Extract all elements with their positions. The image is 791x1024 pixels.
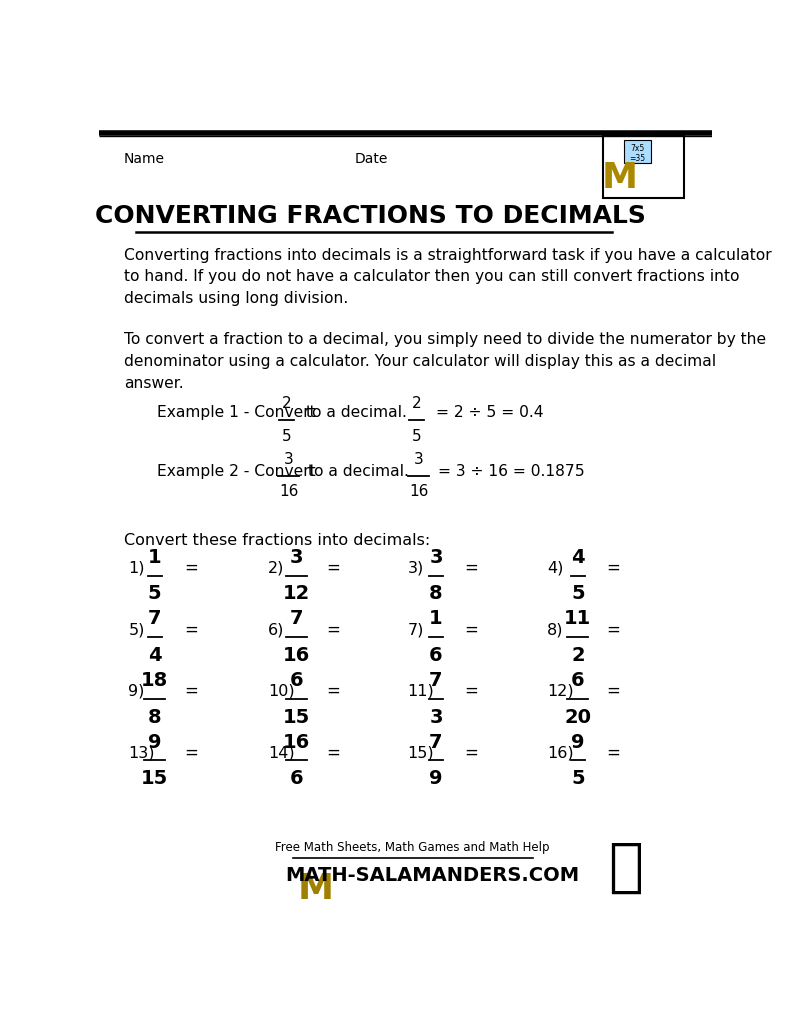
Text: 2): 2) [268, 560, 284, 575]
Text: M: M [602, 162, 638, 196]
Text: 6: 6 [290, 671, 303, 690]
Text: 5): 5) [128, 622, 145, 637]
Text: Converting fractions into decimals is a straightforward task if you have a calcu: Converting fractions into decimals is a … [123, 248, 771, 306]
Text: 2: 2 [412, 396, 422, 412]
Text: 8): 8) [547, 622, 563, 637]
Text: 2: 2 [571, 646, 585, 666]
FancyBboxPatch shape [623, 140, 651, 163]
Text: 16: 16 [283, 646, 310, 666]
Text: 9: 9 [148, 732, 161, 752]
Text: 10): 10) [268, 684, 294, 698]
Text: 🦎: 🦎 [608, 839, 643, 896]
Text: 12: 12 [283, 585, 310, 603]
Text: 2: 2 [282, 396, 291, 412]
Text: Date: Date [354, 153, 388, 166]
Text: 7: 7 [290, 609, 303, 629]
Text: 5: 5 [282, 429, 291, 444]
Text: =: = [184, 559, 198, 577]
Text: 16: 16 [409, 484, 429, 500]
Text: 7: 7 [148, 609, 161, 629]
Text: Free Math Sheets, Math Games and Math Help: Free Math Sheets, Math Games and Math He… [275, 841, 550, 854]
Text: 3: 3 [430, 548, 443, 567]
Text: =: = [326, 743, 340, 762]
Text: 8: 8 [148, 708, 161, 727]
Text: 7: 7 [430, 732, 443, 752]
Text: 9: 9 [571, 732, 585, 752]
Text: 3: 3 [290, 548, 303, 567]
Text: M: M [298, 872, 334, 906]
Text: 3): 3) [407, 560, 423, 575]
Text: Name: Name [123, 153, 165, 166]
Text: =: = [607, 559, 620, 577]
Text: M: M [602, 162, 638, 196]
Text: to a decimal.: to a decimal. [306, 404, 407, 420]
Text: 9): 9) [128, 684, 145, 698]
Text: M: M [298, 872, 334, 906]
Text: 13): 13) [128, 745, 155, 760]
Text: 6): 6) [268, 622, 284, 637]
Text: 20: 20 [564, 708, 592, 727]
Text: 1): 1) [128, 560, 145, 575]
Text: 5: 5 [571, 769, 585, 788]
Text: 16: 16 [279, 484, 298, 500]
Text: 9: 9 [430, 769, 443, 788]
Text: =: = [184, 682, 198, 700]
Text: 6: 6 [430, 646, 443, 666]
Text: =: = [464, 682, 479, 700]
Text: 1: 1 [148, 548, 161, 567]
Text: 5: 5 [412, 429, 422, 444]
Text: 3: 3 [430, 708, 443, 727]
Text: 4: 4 [571, 548, 585, 567]
Text: =: = [607, 743, 620, 762]
Text: = 2 ÷ 5 = 0.4: = 2 ÷ 5 = 0.4 [436, 404, 543, 420]
Text: CONVERTING FRACTIONS TO DECIMALS: CONVERTING FRACTIONS TO DECIMALS [95, 204, 645, 227]
Text: =: = [464, 621, 479, 639]
Text: 7x5
=35: 7x5 =35 [629, 144, 645, 163]
Text: =: = [326, 621, 340, 639]
Text: 3: 3 [284, 452, 293, 467]
Text: Convert these fractions into decimals:: Convert these fractions into decimals: [123, 532, 430, 548]
Text: 7): 7) [407, 622, 424, 637]
Text: = 3 ÷ 16 = 0.1875: = 3 ÷ 16 = 0.1875 [438, 464, 585, 479]
Text: 1: 1 [430, 609, 443, 629]
Text: 5: 5 [571, 585, 585, 603]
Text: Example 2 - Convert: Example 2 - Convert [157, 464, 316, 479]
Text: Example 1 - Convert: Example 1 - Convert [157, 404, 316, 420]
FancyBboxPatch shape [603, 135, 684, 199]
Text: 3: 3 [414, 452, 424, 467]
Text: =: = [184, 621, 198, 639]
Text: 5: 5 [148, 585, 161, 603]
Text: 11): 11) [407, 684, 434, 698]
Text: 14): 14) [268, 745, 294, 760]
Text: =: = [184, 743, 198, 762]
Text: 6: 6 [290, 769, 303, 788]
Text: to a decimal.: to a decimal. [308, 464, 409, 479]
Text: ΜATH-SALAMANDERS.COM: ΜATH-SALAMANDERS.COM [285, 866, 579, 885]
Text: 11: 11 [564, 609, 592, 629]
Text: =: = [607, 621, 620, 639]
Text: =: = [464, 743, 479, 762]
Text: =: = [607, 682, 620, 700]
Text: =: = [326, 682, 340, 700]
Text: 8: 8 [430, 585, 443, 603]
Text: To convert a fraction to a decimal, you simply need to divide the numerator by t: To convert a fraction to a decimal, you … [123, 333, 766, 390]
Text: 16: 16 [283, 732, 310, 752]
Text: 15): 15) [407, 745, 434, 760]
Text: 7: 7 [430, 671, 443, 690]
Text: 15: 15 [141, 769, 168, 788]
Text: 15: 15 [283, 708, 310, 727]
Text: =: = [326, 559, 340, 577]
Text: 4): 4) [547, 560, 563, 575]
Text: 16): 16) [547, 745, 573, 760]
Text: 18: 18 [141, 671, 168, 690]
Text: =: = [464, 559, 479, 577]
Text: 12): 12) [547, 684, 573, 698]
Text: 4: 4 [148, 646, 161, 666]
Text: 6: 6 [571, 671, 585, 690]
